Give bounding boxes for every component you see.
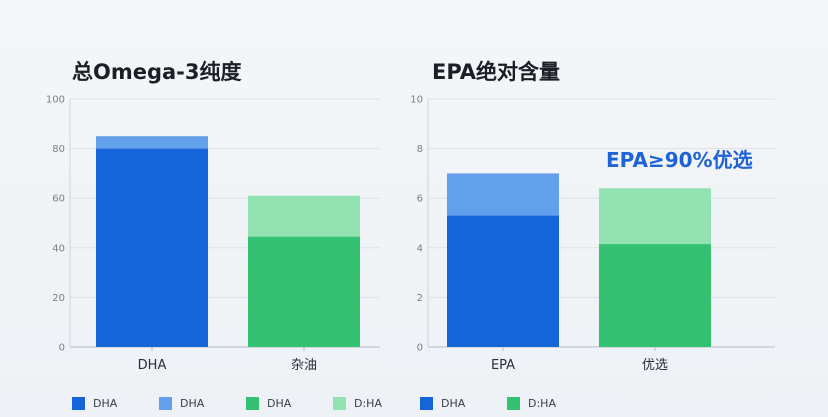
bar-top-segment [599, 188, 711, 245]
legend-item: DHA [72, 397, 159, 410]
chart-title-right: EPA绝对含量 [432, 60, 561, 84]
y-tick-label: 80 [52, 144, 65, 155]
legend-label: D:HA [354, 397, 382, 410]
legend-swatch [159, 397, 172, 410]
y-tick-label: 100 [46, 95, 65, 106]
legend-swatch [507, 397, 520, 410]
bar-top-segment [248, 195, 360, 237]
y-tick-label: 0 [59, 343, 65, 354]
bar-top-segment [447, 173, 559, 216]
legend-label: DHA [267, 397, 292, 410]
legend-swatch [420, 397, 433, 410]
legend-item: DHA [159, 397, 246, 410]
bar-base-segment [248, 236, 360, 347]
legend-label: DHA [180, 397, 205, 410]
y-tick-label: 10 [410, 95, 423, 106]
chart-title-left: 总Omega-3纯度 [72, 60, 242, 84]
legend-item: DHA [420, 397, 507, 410]
y-tick-label: 60 [52, 194, 65, 205]
x-tick-label: DHA [138, 358, 167, 373]
bar-base-segment [599, 244, 711, 347]
bar-base-segment [96, 148, 208, 347]
bar-base-segment [447, 215, 559, 347]
legend-item: DHA [246, 397, 333, 410]
y-tick-label: 40 [52, 243, 65, 254]
legend-item: D:HA [333, 397, 420, 410]
y-tick-label: 20 [52, 293, 65, 304]
y-tick-label: 8 [417, 144, 423, 155]
legend-swatch [246, 397, 259, 410]
legend-label: DHA [93, 397, 118, 410]
x-tick-label: 优选 [642, 358, 668, 373]
legend-item: D:HA [507, 397, 594, 410]
x-tick-label: 杂油 [291, 358, 317, 373]
legend-swatch [72, 397, 85, 410]
legend-swatch [333, 397, 346, 410]
y-tick-label: 4 [417, 243, 423, 254]
y-tick-label: 6 [417, 194, 423, 205]
legend-label: DHA [441, 397, 466, 410]
y-tick-label: 0 [417, 343, 423, 354]
x-tick-label: EPA [491, 358, 515, 373]
chart-annotation: EPA≥90%优选 [606, 148, 753, 172]
legend: DHA DHA DHA D:HA DHA D:HA [72, 397, 594, 410]
y-tick-label: 2 [417, 293, 423, 304]
legend-label: D:HA [528, 397, 556, 410]
bar-top-segment [96, 136, 208, 149]
